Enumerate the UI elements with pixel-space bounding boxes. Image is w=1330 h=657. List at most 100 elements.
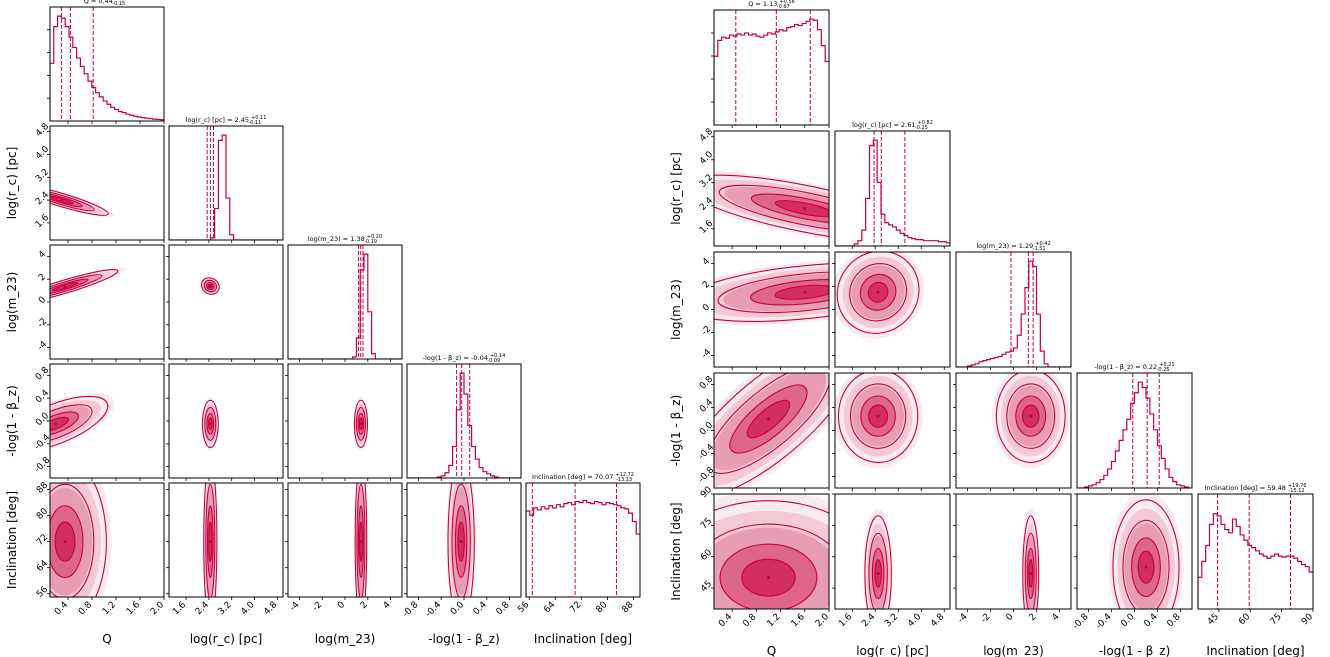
x-tick-label: -0.4 <box>1094 612 1114 632</box>
histogram-line <box>407 372 521 478</box>
x-tick-label: -0.8 <box>401 600 421 620</box>
contour-line <box>50 184 109 216</box>
x-tick-label: 0.8 <box>1165 612 1182 629</box>
x-tick-label: 4.0 <box>906 612 923 629</box>
panel-frame <box>49 244 165 360</box>
contour-line <box>860 395 896 437</box>
contour-line <box>201 399 219 448</box>
histogram-line <box>169 134 283 240</box>
contour-peak <box>1029 414 1033 418</box>
contour-peak <box>208 540 212 544</box>
x-tick-label: 0.0 <box>449 600 466 617</box>
x-tick-label: 60 <box>1237 612 1252 627</box>
x-tick-label: 1.6 <box>125 600 142 617</box>
contour-line <box>1022 515 1040 609</box>
x-tick-label: 4.8 <box>929 612 946 629</box>
histogram-line <box>1198 513 1313 609</box>
x-tick-label: 0 <box>1004 612 1015 623</box>
y-tick-label: 4 <box>701 256 712 267</box>
contour-peak <box>63 540 67 544</box>
contour-peak <box>876 571 880 575</box>
x-tick-label: 2 <box>359 600 370 611</box>
contour-line <box>714 373 829 474</box>
contour-line <box>205 483 216 597</box>
contour-line <box>451 483 471 597</box>
y-tick-label: 4.8 <box>34 122 51 139</box>
contour-line <box>864 515 892 609</box>
y-tick-label: 4 <box>37 249 48 260</box>
contour-peak <box>803 290 807 294</box>
y-tick-label: 45 <box>699 579 714 594</box>
histogram-title: -log(1 - β_z) = -0.04 +0.14 -0.09 <box>423 353 506 364</box>
x-tick-label: 0.4 <box>472 600 489 617</box>
cell-log_m23-log_m23: log(m_23) = 1.38 +0.20 -0.19 <box>287 234 403 362</box>
y-tick-label: 90 <box>699 485 714 500</box>
y-tick-label: 0.8 <box>698 374 715 391</box>
x-tick-label: 0.4 <box>1142 612 1159 629</box>
contour-line <box>353 399 369 448</box>
contour-line <box>1028 559 1034 588</box>
corner-plot-right: Q = 1.13 +0.56 -0.67 1.6 2.4 3.2 4.0 4.8 log(r_… <box>669 0 1315 657</box>
x-tick-label: 3.2 <box>883 612 900 629</box>
contour-line <box>836 252 920 334</box>
contour-line <box>1122 519 1170 609</box>
cell-log_rc-log_m23 <box>832 251 951 370</box>
x-tick-label: 1.6 <box>171 600 188 617</box>
x-tick-label: 2.4 <box>194 600 211 617</box>
x-tick-label: 0 <box>336 600 347 611</box>
y-tick-label: 56 <box>35 585 50 600</box>
panel-frame <box>168 482 284 598</box>
panel-frame <box>834 493 951 610</box>
cell-log_m23-log_m23: log(m_23) = 1.29 +0.42 -1.51 <box>955 241 1072 370</box>
contour-line <box>207 283 213 289</box>
x-tick-label: 80 <box>594 600 609 615</box>
y-tick-label: 75 <box>699 516 714 531</box>
contour-line <box>454 505 468 579</box>
y-axis-label: log(r_c) [pc] <box>669 152 683 225</box>
x-tick-label: 2.0 <box>149 600 166 617</box>
contour-line <box>750 193 829 224</box>
y-tick-label: 4.0 <box>698 150 715 167</box>
histogram-line <box>956 260 1071 367</box>
contour-line <box>849 263 908 322</box>
contour-line <box>1024 532 1037 609</box>
cell-log_rc-beta_z <box>832 372 951 491</box>
contour-peak <box>54 422 58 426</box>
y-tick-label: -2 <box>700 324 713 337</box>
cell-Q-log_rc: 1.6 2.4 3.2 4.0 4.8 <box>698 127 830 249</box>
contour-peak <box>1029 571 1033 575</box>
y-tick-label: 0.0 <box>34 411 51 428</box>
x-tick-label: 1.2 <box>765 612 782 629</box>
x-tick-label: -2 <box>311 600 324 613</box>
density-shade <box>50 483 101 597</box>
y-tick-label: 0.4 <box>698 397 715 414</box>
y-axis-label: log(m_23) <box>5 272 19 333</box>
contour-line <box>774 284 829 300</box>
contour-peak <box>359 422 363 426</box>
contour-line <box>50 505 84 578</box>
contour-peak <box>1144 565 1148 569</box>
panel-frame <box>955 493 1072 610</box>
cell-Q-beta_z: -0.8-0.40.00.40.8 <box>697 372 830 491</box>
x-tick-label: -4 <box>956 612 970 626</box>
contour-line <box>50 195 74 205</box>
y-tick-label: 2 <box>701 280 712 291</box>
contour-line <box>774 200 829 218</box>
y-tick-label: 4.0 <box>34 144 51 161</box>
cell-log_rc-log_rc: log(r_c) [pc] = 2.61 +0.82 -0.25 <box>834 120 951 249</box>
x-tick-label: 4.8 <box>262 600 279 617</box>
contour-line <box>50 416 69 431</box>
contour-line <box>50 192 83 208</box>
x-tick-label: 2.4 <box>860 612 877 629</box>
x-tick-label: -4 <box>288 600 302 614</box>
panel-frame <box>1076 372 1193 489</box>
x-tick-label: -0.4 <box>424 600 444 620</box>
contour-line <box>354 483 368 597</box>
cell-log_m23-incl: -4 -2 0 2 4 <box>285 482 403 614</box>
panel-frame <box>834 130 951 247</box>
cell-Q-log_rc: 1.6 2.4 3.2 4.0 4.8 <box>34 122 165 243</box>
contour-line <box>50 278 89 295</box>
x-tick-label: -0.8 <box>1071 612 1091 632</box>
histogram-title: log(r_c) [pc] = 2.45 +0.11 -0.11 <box>186 115 267 126</box>
contour-line <box>356 483 366 597</box>
